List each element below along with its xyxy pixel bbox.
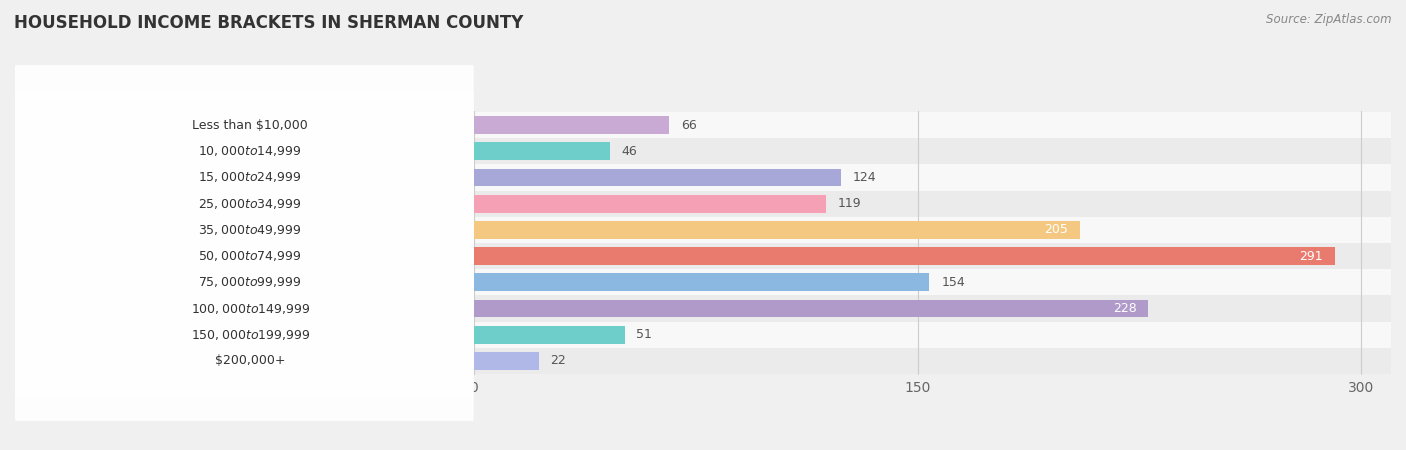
Bar: [15, 295, 1391, 322]
Text: 119: 119: [838, 197, 862, 210]
Bar: [15, 217, 1391, 243]
Bar: [474, 274, 929, 291]
Text: 51: 51: [637, 328, 652, 341]
Text: HOUSEHOLD INCOME BRACKETS IN SHERMAN COUNTY: HOUSEHOLD INCOME BRACKETS IN SHERMAN COU…: [14, 14, 523, 32]
Bar: [15, 243, 1391, 269]
Bar: [474, 169, 841, 186]
FancyBboxPatch shape: [15, 65, 474, 185]
Text: $35,000 to $49,999: $35,000 to $49,999: [198, 223, 302, 237]
Text: $10,000 to $14,999: $10,000 to $14,999: [198, 144, 302, 158]
FancyBboxPatch shape: [15, 301, 474, 421]
Text: $15,000 to $24,999: $15,000 to $24,999: [198, 171, 302, 184]
Text: $25,000 to $34,999: $25,000 to $34,999: [198, 197, 302, 211]
Text: 291: 291: [1299, 250, 1323, 263]
Bar: [474, 352, 538, 370]
Bar: [474, 116, 669, 134]
Bar: [474, 326, 624, 344]
FancyBboxPatch shape: [15, 144, 474, 264]
FancyBboxPatch shape: [15, 275, 474, 395]
Text: $75,000 to $99,999: $75,000 to $99,999: [198, 275, 302, 289]
Bar: [15, 322, 1391, 348]
FancyBboxPatch shape: [15, 222, 474, 342]
Text: $100,000 to $149,999: $100,000 to $149,999: [191, 302, 309, 315]
Bar: [474, 195, 825, 212]
Bar: [474, 221, 1080, 239]
FancyBboxPatch shape: [15, 91, 474, 211]
FancyBboxPatch shape: [15, 170, 474, 290]
Bar: [474, 142, 610, 160]
Text: 66: 66: [681, 118, 696, 131]
Text: 46: 46: [621, 145, 637, 158]
FancyBboxPatch shape: [15, 248, 474, 369]
Text: $200,000+: $200,000+: [215, 355, 285, 368]
Text: $50,000 to $74,999: $50,000 to $74,999: [198, 249, 302, 263]
Text: 205: 205: [1045, 223, 1069, 236]
Bar: [15, 191, 1391, 217]
Text: Less than $10,000: Less than $10,000: [193, 118, 308, 131]
Text: Source: ZipAtlas.com: Source: ZipAtlas.com: [1267, 14, 1392, 27]
Bar: [15, 164, 1391, 191]
FancyBboxPatch shape: [15, 196, 474, 316]
Bar: [15, 269, 1391, 295]
Bar: [474, 300, 1149, 317]
Text: 124: 124: [852, 171, 876, 184]
Text: 154: 154: [941, 276, 965, 289]
Bar: [15, 348, 1391, 374]
Bar: [15, 138, 1391, 164]
Text: 228: 228: [1112, 302, 1136, 315]
Bar: [15, 112, 1391, 138]
Bar: [474, 247, 1334, 265]
FancyBboxPatch shape: [15, 117, 474, 238]
Text: $150,000 to $199,999: $150,000 to $199,999: [191, 328, 309, 342]
Text: 22: 22: [551, 355, 567, 368]
